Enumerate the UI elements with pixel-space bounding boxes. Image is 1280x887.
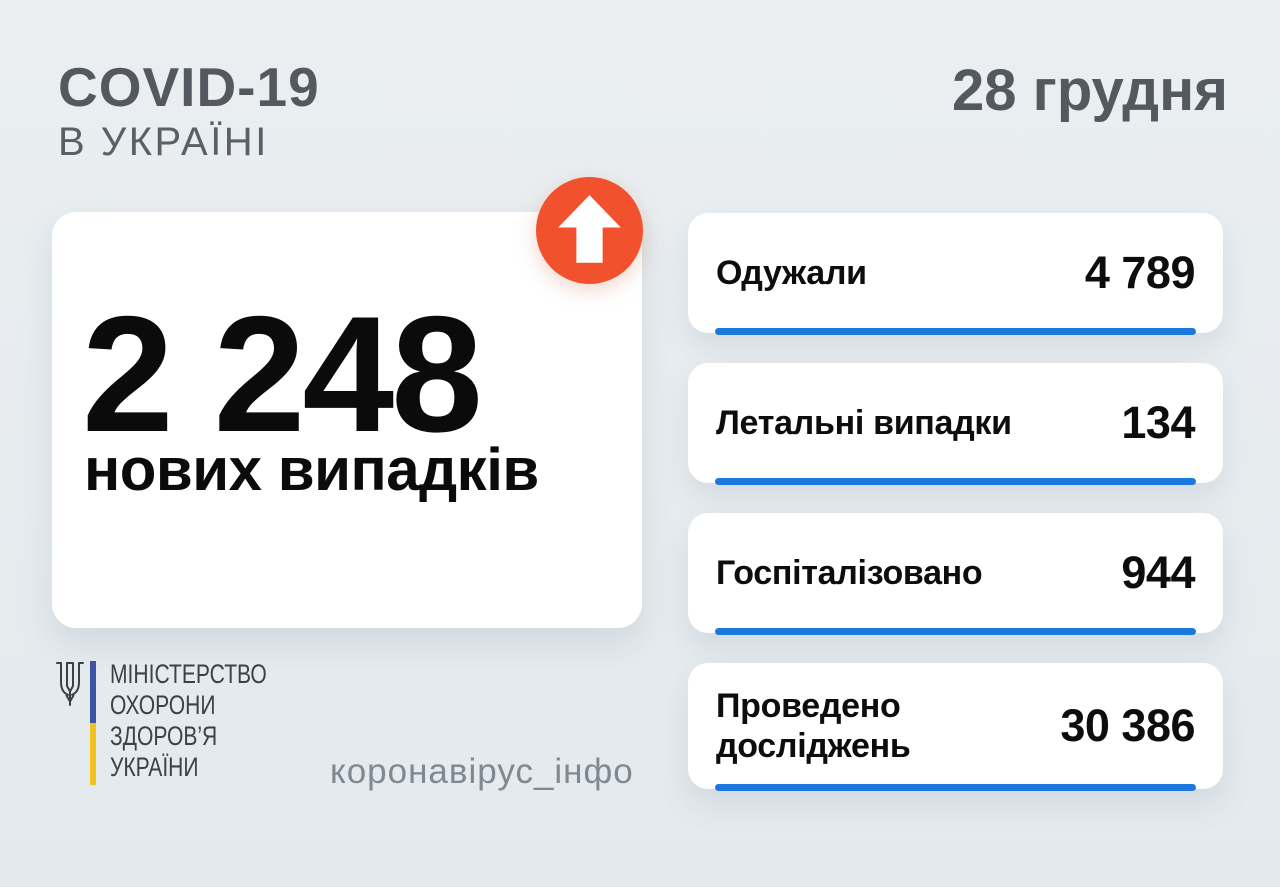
ministry-line: ЗДОРОВ’Я (110, 721, 218, 751)
flag-yellow-segment (90, 723, 96, 785)
ministry-line: МІНІСТЕРСТВО (110, 659, 267, 689)
stat-label-line1: Проведено (716, 686, 901, 725)
stat-card-tests: Проведено досліджень 30 386 (688, 663, 1223, 791)
flag-blue-segment (90, 661, 96, 723)
stat-card-hospitalized: Госпіталізовано 944 (688, 513, 1223, 635)
stat-card-recovered: Одужали 4 789 (688, 213, 1223, 335)
stat-underline (715, 478, 1196, 485)
stat-underline (715, 328, 1196, 335)
ministry-name: МІНІСТЕРСТВО ОХОРОНИ ЗДОРОВ’Я УКРАЇНИ (110, 659, 267, 783)
new-cases-card: 2 248 нових випадків (52, 212, 642, 628)
stat-label: Одужали (716, 253, 867, 292)
stat-card-deaths: Летальні випадки 134 (688, 363, 1223, 485)
stat-label: Проведено досліджень (716, 686, 911, 766)
stat-label-line2: досліджень (716, 727, 911, 765)
stat-value: 134 (1121, 397, 1195, 448)
stat-underline (715, 628, 1196, 635)
page-title: COVID-19 (58, 56, 320, 118)
stat-underline (715, 784, 1196, 791)
stat-label: Госпіталізовано (716, 553, 983, 592)
ministry-line: УКРАЇНИ (110, 752, 199, 782)
ministry-line: ОХОРОНИ (110, 690, 216, 720)
stat-value: 4 789 (1084, 247, 1196, 298)
new-cases-label: нових випадків (84, 436, 539, 503)
arrow-up-icon (536, 177, 643, 284)
trident-icon (56, 662, 84, 706)
stat-value: 944 (1121, 547, 1195, 598)
channel-name: коронавірус_інфо (330, 752, 634, 791)
new-cases-number: 2 248 (82, 282, 483, 466)
report-date: 28 грудня (952, 58, 1228, 123)
page-subtitle: В УКРАЇНІ (58, 120, 269, 164)
stat-label: Летальні випадки (716, 403, 1012, 442)
flag-bar (90, 661, 96, 785)
stat-value: 30 386 (1060, 700, 1195, 751)
